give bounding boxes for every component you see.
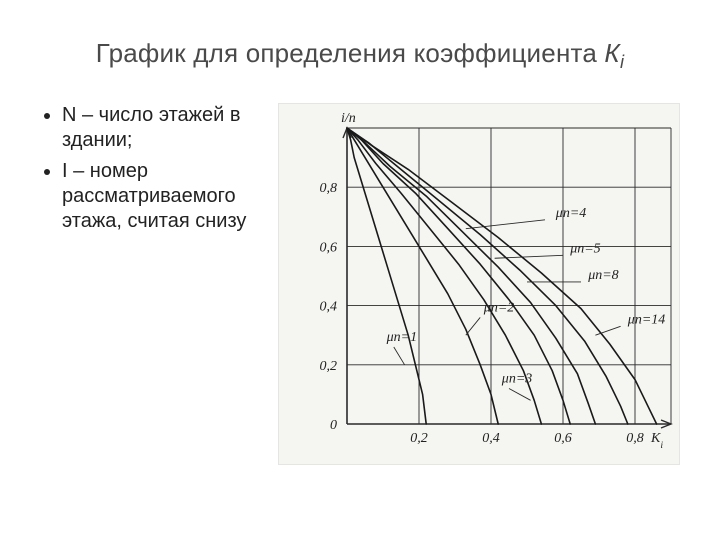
svg-text:0,2: 0,2 bbox=[410, 431, 428, 446]
title-main: График для определения коэффициента bbox=[96, 38, 605, 68]
list-item: N – число этажей в здании; bbox=[62, 103, 268, 153]
ki-chart: 00,20,40,60,80,20,40,60,8i/nKiμn=1μn=2μn… bbox=[279, 104, 679, 464]
svg-text:0,8: 0,8 bbox=[320, 181, 338, 196]
bullet-list: N – число этажей в здании; I – номер рас… bbox=[40, 103, 278, 240]
chart-container: 00,20,40,60,80,20,40,60,8i/nKiμn=1μn=2μn… bbox=[278, 103, 680, 465]
svg-text:μn=2: μn=2 bbox=[483, 301, 514, 316]
svg-text:μn=1: μn=1 bbox=[386, 330, 417, 345]
svg-text:0,2: 0,2 bbox=[320, 359, 338, 374]
svg-text:μn=5: μn=5 bbox=[569, 242, 600, 257]
slide: График для определения коэффициента Кi N… bbox=[0, 0, 720, 540]
svg-text:0,4: 0,4 bbox=[482, 431, 500, 446]
title-symbol: К bbox=[604, 38, 620, 68]
svg-text:μn=4: μn=4 bbox=[555, 206, 586, 221]
title-sub: i bbox=[620, 52, 624, 72]
list-item: I – номер рассматриваемого этажа, считая… bbox=[62, 159, 268, 234]
bullets-ul: N – число этажей в здании; I – номер рас… bbox=[40, 103, 268, 234]
svg-text:0,6: 0,6 bbox=[554, 431, 572, 446]
svg-text:μn=14: μn=14 bbox=[627, 313, 665, 328]
svg-text:0: 0 bbox=[330, 418, 337, 433]
svg-text:0,6: 0,6 bbox=[320, 241, 338, 256]
svg-text:μn=8: μn=8 bbox=[587, 268, 618, 283]
svg-text:0,4: 0,4 bbox=[320, 300, 338, 315]
slide-title: График для определения коэффициента Кi bbox=[40, 38, 680, 73]
content-row: N – число этажей в здании; I – номер рас… bbox=[40, 103, 680, 465]
svg-text:μn=3: μn=3 bbox=[501, 372, 532, 387]
svg-text:0,8: 0,8 bbox=[626, 431, 644, 446]
svg-text:i/n: i/n bbox=[341, 111, 356, 126]
